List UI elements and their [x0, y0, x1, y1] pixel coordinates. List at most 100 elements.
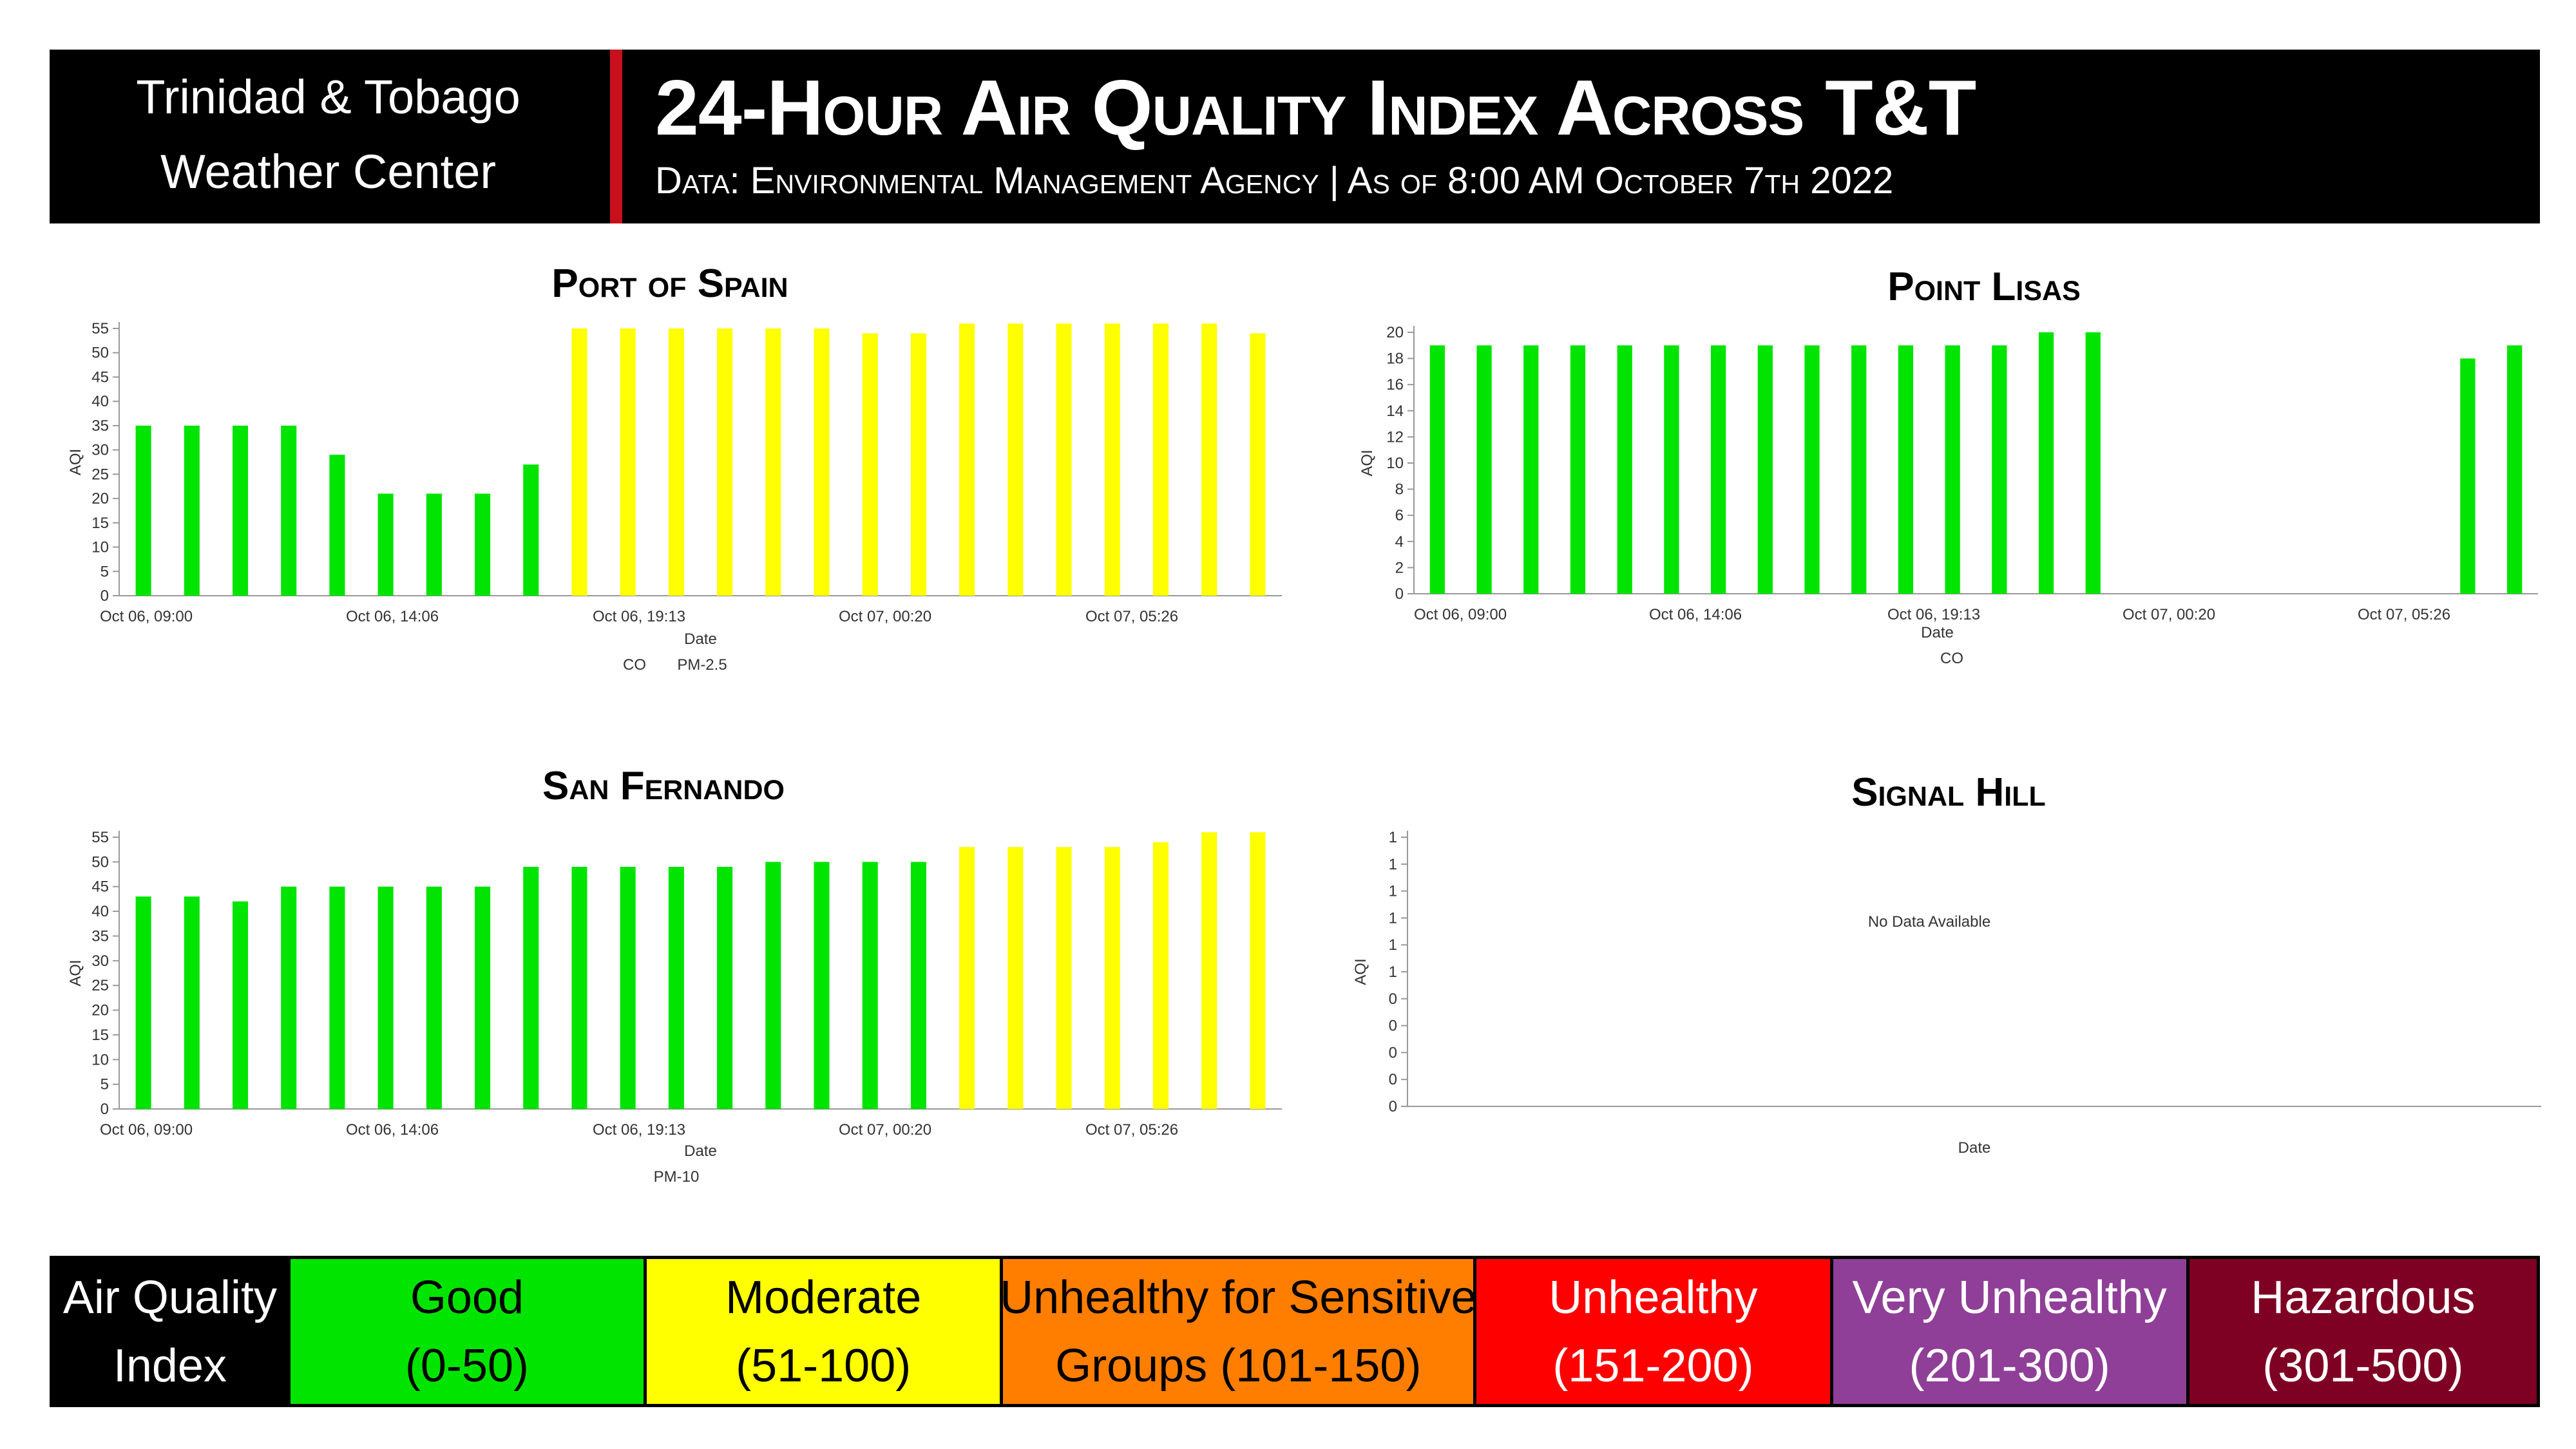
point-lisas-y-tick-label: 4: [1395, 533, 1404, 551]
chart-title-point-lisas: Point Lisas: [1887, 265, 2081, 309]
point-lisas-bar: [1945, 345, 1960, 594]
legend-cell: Good (0-50): [290, 1259, 647, 1404]
port-of-spain-bar: [475, 493, 491, 596]
point-lisas-y-axis-label: AQI: [1359, 450, 1376, 476]
port-of-spain-y-tick-label: 0: [100, 587, 109, 605]
san-fernando-x-tick-label: Oct 07, 05:26: [1085, 1121, 1178, 1139]
signal-hill-y-tick-label: 0: [1389, 1018, 1397, 1035]
port-of-spain-bar: [184, 425, 200, 596]
point-lisas-x-tick-label: Oct 06, 19:13: [1887, 606, 1980, 623]
signal-hill-y-axis-label: AQI: [1352, 958, 1369, 985]
legend-line-2: (151-200): [1552, 1340, 1754, 1392]
port-of-spain-bar: [910, 333, 926, 596]
legend-line-1: Air Quality: [62, 1271, 277, 1323]
aqi-legend: Air Quality Index Good (0-50) Moderate (51-10…: [50, 1256, 2540, 1407]
brand-name: Trinidad & Tobago Weather Center: [50, 50, 607, 223]
san-fernando-y-tick-label: 25: [91, 977, 109, 994]
signal-hill-y-tick-label: 1: [1389, 909, 1397, 927]
port-of-spain-bar: [1250, 333, 1266, 596]
port-of-spain-bar: [862, 333, 878, 596]
point-lisas-y-tick-label: 2: [1395, 559, 1404, 576]
port-of-spain-bar: [1104, 323, 1120, 596]
legend-cell: Unhealthy (151-200): [1476, 1259, 1833, 1404]
san-fernando-y-tick-label: 35: [91, 927, 109, 945]
legend-cell: Very Unhealthy (201-300): [1833, 1259, 2190, 1404]
san-fernando-y-tick-label: 45: [91, 878, 109, 896]
port-of-spain-y-tick-label: 15: [91, 515, 109, 532]
port-of-spain-bar: [135, 425, 151, 596]
point-lisas-bar: [1757, 345, 1773, 594]
legend-cell: Moderate (51-100): [647, 1259, 1004, 1404]
signal-hill-x-axis-label: Date: [1958, 1139, 1991, 1157]
san-fernando-x-tick-label: Oct 06, 14:06: [346, 1121, 439, 1139]
point-lisas-bar: [2038, 332, 2054, 594]
legend-line-1: Moderate: [725, 1271, 922, 1323]
san-fernando-bar: [1007, 847, 1024, 1109]
port-of-spain-x-tick-label: Oct 07, 00:20: [839, 608, 931, 625]
point-lisas-bar: [1617, 345, 1632, 594]
port-of-spain-bar: [814, 328, 830, 596]
port-of-spain-x-tick-label: Oct 06, 19:13: [593, 608, 685, 625]
port-of-spain-y-tick-label: 25: [91, 466, 109, 483]
port-of-spain-bar: [523, 464, 539, 596]
point-lisas-y-tick-label: 18: [1386, 350, 1404, 368]
port-of-spain-bar: [232, 425, 249, 596]
san-fernando-y-tick-label: 50: [91, 853, 109, 871]
point-lisas-x-tick-label: Oct 06, 09:00: [1414, 606, 1507, 623]
point-lisas-bar: [1804, 345, 1820, 594]
port-of-spain-bar: [1007, 323, 1024, 596]
signal-hill-y-tick-label: 0: [1389, 990, 1397, 1008]
port-of-spain-bar: [426, 493, 442, 596]
point-lisas-bar: [1851, 345, 1867, 594]
port-of-spain-bar: [377, 493, 394, 596]
point-lisas-y-tick-label: 6: [1395, 507, 1404, 524]
point-lisas-x-axis-label: Date: [1921, 624, 1954, 641]
legend-cell: Hazardous (301-500): [2189, 1259, 2537, 1404]
point-lisas-bar: [1429, 345, 1445, 594]
port-of-spain-x-tick-label: Oct 06, 09:00: [100, 608, 193, 625]
point-lisas-y-tick-label: 12: [1386, 428, 1404, 446]
san-fernando-bar: [281, 886, 297, 1109]
port-of-spain-bar: [1201, 323, 1217, 596]
port-of-spain-y-tick-label: 40: [91, 393, 109, 410]
san-fernando-x-tick-label: Oct 06, 09:00: [100, 1121, 193, 1139]
point-lisas-bar: [2507, 345, 2523, 594]
legend-line-1: Hazardous: [2251, 1271, 2476, 1323]
signal-hill-y-tick-label: 1: [1389, 829, 1397, 846]
brand-line-1: Trinidad & Tobago: [136, 70, 520, 124]
signal-hill-y-tick-label: 1: [1389, 936, 1397, 954]
san-fernando-bar: [1152, 842, 1169, 1109]
san-fernando-bar: [717, 867, 733, 1109]
legend-cell: Air Quality Index: [53, 1259, 291, 1404]
legend-cell: Unhealthy for Sensitive Groups (101-150): [1000, 1259, 1477, 1404]
san-fernando-y-tick-label: 30: [91, 952, 109, 970]
port-of-spain-x-tick-label: Oct 07, 05:26: [1085, 608, 1178, 625]
san-fernando-y-tick-label: 20: [91, 1002, 109, 1019]
point-lisas-bar: [1992, 345, 2007, 594]
port-of-spain-y-tick-label: 50: [91, 345, 109, 362]
legend-line-2: (51-100): [736, 1340, 911, 1392]
port-of-spain-bar: [329, 455, 345, 596]
san-fernando-y-tick-label: 55: [91, 829, 109, 846]
san-fernando-bar: [475, 886, 491, 1109]
san-fernando-bar: [232, 901, 249, 1109]
point-lisas-bar: [1664, 345, 1679, 594]
port-of-spain-bar: [959, 323, 975, 596]
chart-title-signal-hill: Signal Hill: [1851, 770, 2046, 815]
point-lisas-bar: [1523, 345, 1539, 594]
point-lisas-bar: [2460, 358, 2476, 594]
header-banner: Trinidad & Tobago Weather Center 24-Hour…: [50, 50, 2540, 223]
san-fernando-bar: [571, 867, 587, 1109]
san-fernando-y-tick-label: 10: [91, 1051, 109, 1068]
san-fernando-bar: [1104, 847, 1120, 1109]
port-of-spain-bar: [1152, 323, 1169, 596]
port-of-spain-bar: [281, 425, 297, 596]
san-fernando-bar: [135, 896, 151, 1109]
san-fernando-bar: [668, 867, 684, 1109]
brand-line-2: Weather Center: [160, 145, 496, 198]
san-fernando-bar: [1250, 832, 1266, 1109]
port-of-spain-bar: [717, 328, 733, 596]
point-lisas-x-tick-label: Oct 07, 05:26: [2358, 606, 2450, 623]
legend-line-1: Unhealthy for Sensitive: [1000, 1271, 1477, 1323]
san-fernando-y-axis-label: AQI: [67, 960, 84, 986]
